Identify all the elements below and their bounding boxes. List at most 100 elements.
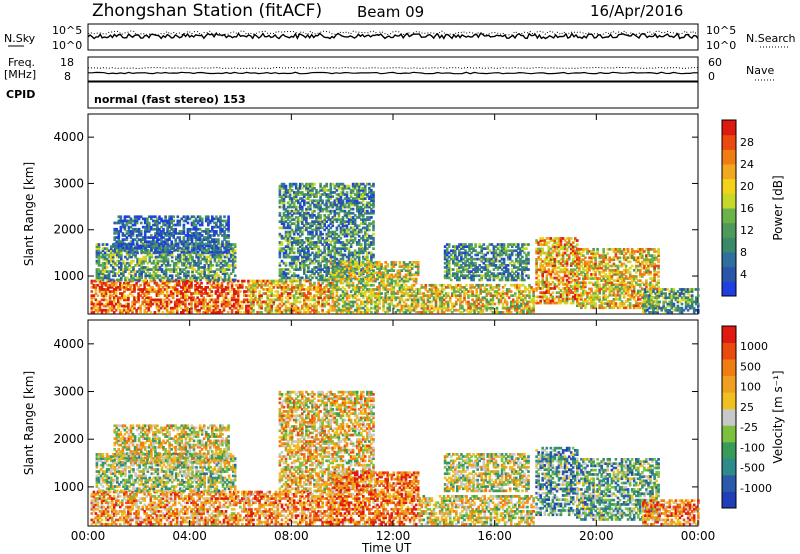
data-cell <box>186 279 189 283</box>
data-cell <box>307 311 310 314</box>
data-cell <box>190 234 194 237</box>
data-cell <box>296 211 300 215</box>
data-cell <box>125 298 128 302</box>
data-cell <box>215 238 218 241</box>
data-cell <box>158 230 161 233</box>
data-cell <box>104 298 108 302</box>
data-cell <box>220 288 224 291</box>
data-cell <box>204 219 208 223</box>
data-cell <box>213 276 217 280</box>
data-cell <box>196 227 200 231</box>
data-cell <box>173 300 177 304</box>
data-cell <box>233 243 237 246</box>
data-cell <box>290 308 294 312</box>
data-cell <box>217 257 221 261</box>
data-cell <box>176 223 180 227</box>
data-cell <box>294 264 298 267</box>
data-cell <box>353 228 357 232</box>
data-cell <box>193 276 196 280</box>
data-cell <box>180 302 183 306</box>
data-cell <box>121 246 125 250</box>
data-cell <box>164 259 168 263</box>
nsky-strip-frame <box>87 23 699 51</box>
data-cell <box>158 259 162 263</box>
data-cell <box>333 191 337 194</box>
data-cell <box>353 218 357 221</box>
data-cell <box>319 261 322 265</box>
data-cell <box>152 268 156 271</box>
data-cell <box>198 217 202 221</box>
data-cell <box>329 255 333 259</box>
data-cell <box>187 272 190 275</box>
data-cell <box>296 189 300 192</box>
data-cell <box>138 272 141 275</box>
data-cell <box>343 211 347 215</box>
data-cell <box>301 288 304 291</box>
data-cell <box>172 246 175 250</box>
data-cell <box>254 283 257 287</box>
data-cell <box>299 294 302 297</box>
data-cell <box>229 255 233 259</box>
data-cell <box>351 226 355 230</box>
data-cell <box>102 308 106 312</box>
data-cell <box>196 244 200 248</box>
data-cell <box>224 300 228 304</box>
data-cell <box>313 182 316 186</box>
data-cell <box>131 234 135 237</box>
data-cell <box>180 292 183 295</box>
data-cell <box>154 232 157 235</box>
data-cell <box>315 266 318 269</box>
data-cell <box>331 222 335 225</box>
data-cell <box>174 238 177 241</box>
data-cell <box>317 236 320 240</box>
data-cell <box>221 266 225 269</box>
data-cell <box>307 241 310 244</box>
data-cell <box>323 249 326 253</box>
data-cell <box>191 259 194 263</box>
data-cell <box>135 236 139 239</box>
data-cell <box>183 276 186 280</box>
data-cell <box>333 268 337 271</box>
data-cell <box>166 234 169 237</box>
data-cell <box>327 308 330 312</box>
data-cell <box>288 209 292 213</box>
data-cell <box>162 223 165 227</box>
data-cell <box>97 272 101 275</box>
data-cell <box>140 270 143 273</box>
data-cell <box>146 236 149 239</box>
data-cell <box>276 294 280 297</box>
data-cell <box>129 240 133 244</box>
data-cell <box>145 288 148 291</box>
data-cell <box>233 259 237 263</box>
data-cell <box>276 304 280 308</box>
data-cell <box>140 243 143 246</box>
data-cell <box>106 300 110 304</box>
data-cell <box>161 292 165 295</box>
data-cell <box>216 296 220 300</box>
data-cell <box>321 199 324 203</box>
data-cell <box>190 292 193 295</box>
data-cell <box>305 236 308 240</box>
data-cell <box>156 230 159 233</box>
data-cell <box>100 298 104 302</box>
data-cell <box>118 266 121 269</box>
data-cell <box>225 248 228 252</box>
data-cell <box>294 243 298 246</box>
data-cell <box>184 246 188 250</box>
data-cell <box>164 223 167 227</box>
data-cell <box>174 278 178 282</box>
data-cell <box>221 253 225 257</box>
data-cell <box>190 246 194 250</box>
data-cell <box>149 296 153 300</box>
data-cell <box>187 259 190 263</box>
data-cell <box>175 281 179 285</box>
data-cell <box>327 278 330 282</box>
data-cell <box>203 257 206 261</box>
data-cell <box>166 257 170 261</box>
data-cell <box>337 186 341 190</box>
data-cell <box>154 247 158 250</box>
data-cell <box>112 281 116 285</box>
data-cell <box>121 248 125 252</box>
data-cell <box>280 222 284 225</box>
data-cell <box>252 304 255 308</box>
